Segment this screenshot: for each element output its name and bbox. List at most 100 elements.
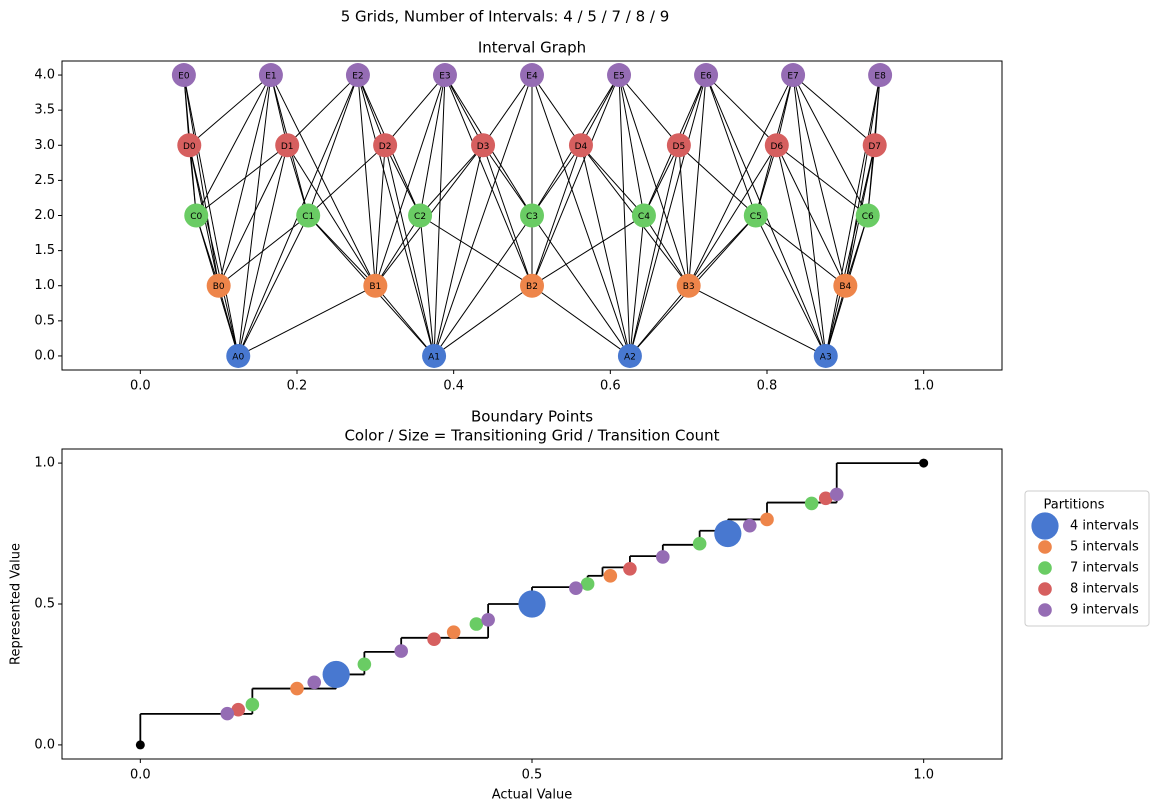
node-label: A0 (232, 352, 244, 362)
edge (419, 215, 435, 357)
point (220, 706, 235, 721)
edge (825, 145, 876, 357)
node-label: D1 (281, 142, 294, 152)
edge (688, 74, 794, 286)
x-tick-label: 0.2 (287, 379, 308, 394)
node (781, 63, 806, 88)
edge (218, 215, 309, 287)
edge (238, 285, 376, 357)
edge (629, 145, 680, 357)
edge (618, 75, 631, 356)
y-tick-label: 1.0 (34, 278, 55, 293)
node (422, 343, 447, 368)
node-label: E8 (874, 72, 886, 82)
edge (183, 74, 220, 286)
edge (374, 285, 435, 357)
edge (755, 215, 827, 357)
y-tick-label: 3.0 (34, 138, 55, 153)
edge (237, 215, 309, 357)
edge (678, 144, 757, 216)
step-endpoint (135, 740, 145, 750)
edge (825, 74, 881, 357)
legend-title: Partitions (1044, 498, 1105, 513)
point (603, 569, 618, 583)
point (394, 644, 408, 658)
node (868, 63, 893, 88)
edge (629, 215, 645, 357)
edge (307, 144, 386, 216)
node (694, 63, 719, 88)
edge (844, 74, 881, 286)
point (245, 697, 260, 712)
edge (580, 145, 631, 357)
node (568, 133, 593, 158)
x-tick-label: 1.0 (913, 768, 934, 783)
edge (183, 74, 239, 357)
y-tick-label: 0.0 (34, 737, 55, 752)
edge (195, 144, 288, 216)
node (520, 203, 544, 228)
edge (270, 74, 376, 286)
point (427, 632, 441, 647)
edge (705, 74, 778, 146)
point (518, 590, 546, 618)
edge (270, 74, 288, 146)
chart-title: Boundary Points (471, 408, 593, 426)
node-label: C0 (190, 212, 202, 222)
y-tick-label: 0.0 (34, 348, 55, 363)
y-tick-label: 4.0 (34, 68, 55, 83)
node (617, 343, 642, 368)
edge (629, 285, 690, 357)
plot-frame (61, 60, 1003, 371)
node (373, 133, 398, 158)
edge (688, 75, 707, 286)
edge (384, 145, 435, 357)
node-label: C2 (414, 212, 426, 222)
edge (678, 145, 690, 286)
node-label: B3 (683, 282, 695, 292)
node-label: A1 (428, 352, 440, 362)
edge (374, 145, 386, 286)
edge (792, 74, 846, 286)
edge (792, 74, 869, 216)
point (290, 681, 304, 696)
node-label: C4 (638, 212, 650, 222)
edge (419, 144, 484, 216)
node-label: D5 (673, 142, 686, 152)
legend-label: 8 intervals (1070, 582, 1139, 597)
x-tick-label: 0.6 (600, 379, 621, 394)
y-axis-label: Represented Value (9, 543, 24, 665)
x-tick-label: 1.0 (913, 379, 934, 394)
point (692, 536, 707, 551)
node (764, 133, 789, 158)
edge (776, 74, 794, 146)
edge (531, 144, 582, 216)
node-label: D4 (575, 142, 588, 152)
legend-label: 7 intervals (1070, 561, 1139, 576)
legend-marker (1038, 603, 1052, 617)
edge (776, 145, 846, 286)
edge (374, 215, 421, 286)
point (481, 612, 495, 627)
x-tick-label: 0.5 (522, 768, 543, 783)
node-label: E2 (352, 72, 363, 82)
edge (531, 215, 631, 357)
edge (188, 145, 239, 357)
node-label: C5 (750, 212, 762, 222)
legend-marker (1031, 512, 1059, 540)
node-label: B2 (526, 282, 538, 292)
edge (433, 74, 533, 357)
point (829, 487, 844, 502)
node (184, 203, 209, 228)
node (258, 63, 283, 88)
node-label: B4 (839, 282, 851, 292)
edge (482, 145, 533, 286)
edge (419, 74, 446, 216)
point (446, 625, 461, 639)
y-tick-label: 1.5 (34, 243, 55, 258)
edge (374, 74, 446, 286)
edge (531, 74, 631, 357)
node-label: E1 (265, 72, 276, 82)
point (580, 577, 595, 591)
edge (286, 145, 376, 286)
